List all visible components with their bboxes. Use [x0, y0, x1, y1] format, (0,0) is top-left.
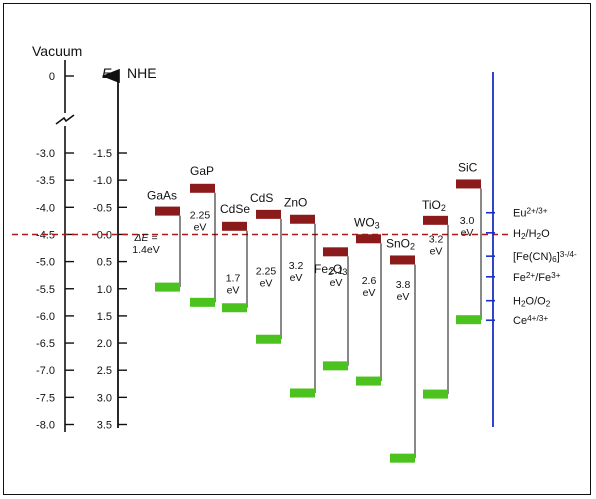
- nhe-tick-label: -1.5: [93, 148, 112, 160]
- semiconductor-zno: ZnO 3.2 eV: [284, 196, 316, 398]
- valence-band-edge: [222, 303, 247, 313]
- conduction-band-edge: [290, 214, 315, 224]
- vacuum-tick-label: -5.5: [36, 284, 55, 296]
- redox-couple-label: H2O/O2: [513, 296, 551, 309]
- nhe-tick-label: 2.0: [97, 338, 112, 350]
- vacuum-label: Vacuum: [32, 43, 82, 59]
- semiconductor-tio2: TiO2 3.2 eV: [422, 198, 449, 399]
- band-gap-label: 1.4eV: [132, 244, 159, 256]
- band-gap-label: 2.25 eV: [256, 265, 277, 289]
- nhe-tick-label: 1.5: [97, 311, 112, 323]
- vacuum-tick-label: -3.5: [36, 175, 55, 187]
- semiconductor-label: Fe2O3: [314, 262, 347, 277]
- band-gap-label: 2.25 eV: [190, 209, 211, 233]
- band-gap-label: 1.7 eV: [226, 272, 241, 296]
- vacuum-tick-label: -6.0: [36, 311, 55, 323]
- band-gap-label: 3.2 eV: [429, 233, 444, 257]
- e-symbol: E: [102, 65, 112, 81]
- band-gap-label: 2.6 eV: [362, 275, 377, 299]
- redox-couple-label: Fe2+/Fe3+: [513, 271, 561, 284]
- nhe-tick-label: -1.0: [93, 175, 112, 187]
- band-gap-label: 3.0 eV: [460, 215, 475, 239]
- semiconductor-label: GaAs: [147, 189, 177, 203]
- semiconductor-cdse: CdSe 1.7 eV: [220, 202, 250, 313]
- vacuum-tick-label: -5.0: [36, 257, 55, 269]
- semiconductor-cds: CdS 2.25 eV: [250, 191, 282, 344]
- redox-couple-label: H2/H2O: [513, 228, 550, 241]
- semiconductor-label: GaP: [190, 164, 214, 178]
- valence-band-edge: [323, 361, 348, 371]
- nhe-ticks: -1.5 -1.0 -0.5 0.0 0.5 1.0 1.5 2.0 2.5 3.0 3.5: [93, 148, 127, 432]
- conduction-band-edge: [423, 215, 448, 225]
- vacuum-tick-label: -8.0: [36, 420, 55, 432]
- semiconductor-label: ZnO: [284, 196, 307, 210]
- redox-couples: Eu2+/3+ H2/H2O [Fe(CN)6]3-/4- Fe2+/Fe3+ H2O/…: [486, 207, 577, 327]
- semiconductor-label: TiO2: [422, 198, 446, 213]
- nhe-tick-label: 0.5: [97, 257, 112, 269]
- conduction-band-edge: [323, 247, 348, 257]
- nhe-tick-label: 3.0: [97, 392, 112, 404]
- band-gap-label: 3.8 eV: [396, 279, 411, 303]
- semiconductor-label: CdSe: [220, 202, 250, 216]
- vacuum-tick-label: -4.0: [36, 202, 55, 214]
- band-gap-label: 3.2 eV: [289, 260, 304, 284]
- semiconductor-bands: GaAs ΔE =1.4eV GaP 2.25 eV CdSe 1.7 eV CdS 2.25 eV…: [132, 160, 482, 463]
- conduction-band-edge: [256, 209, 281, 219]
- semiconductor-label: WO3: [354, 215, 380, 230]
- conduction-band-edge: [222, 221, 247, 231]
- nhe-tick-label: 0.0: [97, 229, 112, 241]
- valence-band-edge: [155, 282, 180, 292]
- nhe-tick-label: 3.5: [97, 420, 112, 432]
- valence-band-edge: [390, 453, 415, 463]
- semiconductor-label: SiC: [458, 160, 478, 174]
- valence-band-edge: [190, 297, 215, 307]
- valence-band-edge: [290, 388, 315, 398]
- valence-band-edge: [256, 334, 281, 344]
- semiconductor-gap: GaP 2.25 eV: [190, 164, 216, 307]
- vacuum-tick-label: -7.0: [36, 365, 55, 377]
- nhe-tick-label: -0.5: [93, 202, 112, 214]
- semiconductor-sic: SiC 3.0 eV: [456, 160, 482, 325]
- vacuum-tick-label: -7.5: [36, 392, 55, 404]
- conduction-band-edge: [390, 255, 415, 265]
- redox-couple-label: Ce4+/3+: [513, 314, 548, 327]
- vacuum-tick-label: -3.0: [36, 148, 55, 160]
- nhe-tick-label: 2.5: [97, 365, 112, 377]
- conduction-band-edge: [356, 234, 381, 244]
- vacuum-ticks: 0 -3.0 -3.5 -4.0 -4.5 -5.0 -5.5 -6.0 -6.5 -7.0 -7.…: [36, 71, 74, 432]
- axis-break-icon: [55, 114, 75, 125]
- semiconductor-sno2: SnO2 3.8 eV: [386, 236, 416, 463]
- vacuum-tick-label: -4.5: [36, 229, 55, 241]
- semiconductor-gaas: GaAs ΔE =1.4eV: [132, 189, 181, 292]
- band-gap-label: 2.1 eV: [329, 265, 344, 289]
- valence-band-edge: [423, 389, 448, 399]
- valence-band-edge: [356, 376, 381, 386]
- semiconductor-label: CdS: [250, 191, 273, 205]
- semiconductor-wo3: WO3 2.6 eV: [354, 215, 382, 386]
- redox-couple-label: [Fe(CN)6]3-/4-: [513, 250, 577, 264]
- nhe-label: NHE: [127, 65, 157, 81]
- vacuum-tick-label: -6.5: [36, 338, 55, 350]
- conduction-band-edge: [190, 183, 215, 193]
- conduction-band-edge: [456, 179, 481, 189]
- nhe-tick-label: 1.0: [97, 284, 112, 296]
- semiconductor-label: SnO2: [386, 236, 415, 251]
- redox-couple-label: Eu2+/3+: [513, 207, 548, 220]
- conduction-band-edge: [155, 206, 180, 216]
- vacuum-tick-label: 0: [49, 71, 55, 83]
- gap-prefix-label: ΔE =: [133, 232, 157, 244]
- valence-band-edge: [456, 315, 481, 325]
